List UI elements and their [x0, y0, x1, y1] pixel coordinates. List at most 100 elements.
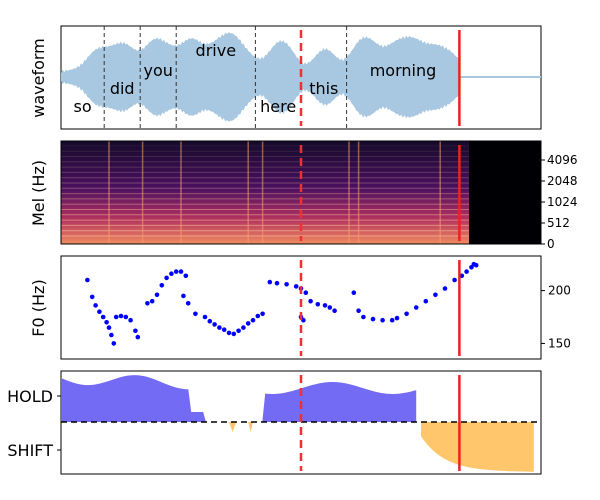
hold-shift-panel: HOLD SHIFT	[7, 370, 542, 475]
mel-yticks: 0 512 1024 2048 4096	[541, 153, 578, 251]
f0-point	[413, 305, 419, 310]
f0-point	[332, 308, 337, 314]
f0-point	[250, 317, 256, 323]
f0-point	[255, 313, 261, 319]
f0-point	[118, 313, 124, 319]
f0-point	[221, 327, 227, 333]
f0-point	[212, 322, 217, 327]
f0-point	[178, 269, 184, 274]
f0-point	[93, 303, 98, 308]
cursor-lines	[299, 30, 461, 471]
word-label: morning	[370, 61, 437, 80]
mel-ylabel: Mel (Hz)	[29, 160, 48, 226]
mel-tick-label: 0	[547, 237, 555, 251]
shift-dip	[229, 422, 237, 432]
f0-point	[183, 273, 189, 279]
f0-point	[442, 286, 448, 291]
word-label: this	[309, 79, 338, 98]
f0-point	[159, 283, 165, 288]
f0-point	[469, 265, 474, 270]
f0-point	[236, 328, 241, 334]
shift-dip	[248, 422, 253, 432]
f0-point	[322, 303, 328, 308]
f0-point	[217, 325, 222, 330]
hold-area	[61, 375, 417, 422]
f0-point	[464, 269, 469, 274]
f0-point	[97, 309, 102, 315]
word-label: you	[143, 61, 172, 80]
f0-point	[370, 316, 376, 322]
f0-point	[104, 320, 109, 325]
waveform-series	[61, 26, 541, 129]
f0-point	[193, 311, 198, 317]
hold-shift-tick-label: SHIFT	[7, 441, 53, 460]
f0-point	[133, 328, 138, 334]
f0-point	[303, 290, 309, 296]
mel-tick-label: 1024	[547, 195, 578, 209]
f0-point	[135, 334, 141, 340]
f0-point	[315, 302, 321, 307]
f0-point	[123, 314, 129, 320]
f0-point	[226, 330, 232, 336]
word-label: did	[110, 79, 135, 98]
f0-ylabel: F0 (Hz)	[29, 279, 48, 336]
f0-point	[231, 331, 237, 337]
word-label: here	[260, 97, 296, 116]
f0-tick-label: 200	[548, 284, 571, 298]
f0-point	[164, 275, 169, 281]
waveform-envelope	[61, 32, 460, 122]
f0-point	[351, 290, 357, 296]
hold-shift-yticks: HOLD SHIFT	[7, 387, 61, 460]
word-label: drive	[196, 41, 237, 60]
f0-point	[267, 279, 273, 285]
f0-point	[145, 301, 150, 306]
mel-spectrogram-panel: 0 512 1024 2048 4096 Mel (Hz)	[29, 140, 578, 251]
hold-shift-areas	[61, 375, 534, 472]
f0-point	[181, 293, 186, 299]
hold-shift-tick-label: HOLD	[7, 387, 53, 406]
f0-point	[433, 292, 438, 298]
f0-point	[241, 325, 246, 330]
f0-point	[452, 277, 457, 283]
f0-point	[423, 298, 429, 304]
f0-point	[100, 314, 106, 320]
mel-tick-label: 2048	[547, 174, 578, 188]
mel-tick-label: 512	[547, 216, 570, 230]
f0-point	[128, 317, 133, 323]
f0-point	[85, 277, 90, 283]
f0-point	[473, 262, 479, 268]
f0-yticks: 150 200	[541, 284, 571, 350]
f0-point	[394, 315, 400, 321]
word-label: so	[74, 97, 92, 116]
f0-point	[389, 317, 395, 323]
waveform-ylabel: waveform	[29, 38, 48, 118]
f0-tick-label: 150	[548, 336, 571, 350]
shift-area	[421, 422, 534, 472]
f0-point	[154, 292, 160, 298]
f0-point	[207, 318, 213, 324]
f0-point	[356, 308, 361, 314]
f0-point	[89, 294, 95, 300]
spectrogram-speech-region	[61, 141, 469, 244]
f0-point	[361, 314, 366, 320]
f0-point	[111, 341, 117, 346]
f0-point	[202, 314, 208, 320]
f0-point	[109, 332, 114, 338]
mel-tick-label: 4096	[547, 153, 578, 167]
f0-point	[274, 280, 280, 286]
f0-point	[149, 298, 155, 304]
f0-point	[113, 314, 119, 320]
f0-point	[327, 305, 333, 310]
f0-point	[284, 282, 289, 287]
f0-point	[173, 269, 179, 274]
f0-point	[185, 301, 191, 306]
f0-point	[106, 325, 112, 330]
f0-point	[260, 311, 265, 317]
f0-point	[380, 317, 385, 323]
f0-point	[293, 284, 299, 289]
spectrogram-harmonics	[61, 141, 469, 244]
f0-point	[404, 311, 409, 317]
